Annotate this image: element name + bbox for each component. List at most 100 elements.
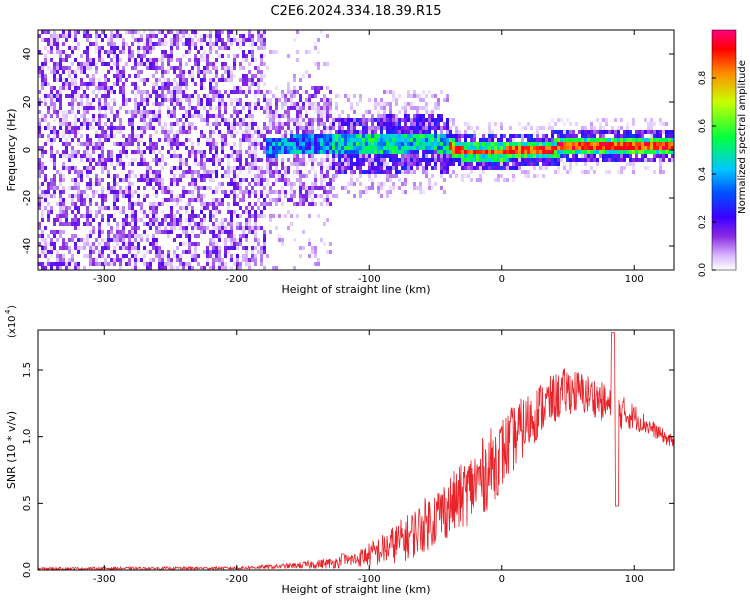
spectrogram-cell — [218, 46, 221, 50]
spectrogram-cell — [311, 198, 314, 202]
spectrogram-cell — [158, 162, 161, 166]
spectrogram-cell — [293, 194, 296, 198]
spectrogram-cell — [164, 126, 167, 130]
spectrogram-cell — [44, 226, 47, 230]
spectrogram-cell — [236, 258, 239, 262]
spectrogram-cell — [209, 138, 212, 142]
spectrogram-cell — [521, 134, 524, 138]
spectrogram-cell — [200, 54, 203, 58]
spectrogram-cell — [188, 170, 191, 174]
spectrogram-cell — [659, 134, 662, 138]
spectrogram-cell — [548, 138, 551, 142]
spectrogram-cell — [146, 170, 149, 174]
spectrogram-cell — [440, 130, 443, 134]
spectrogram-cell — [590, 158, 593, 162]
spectrogram-cell — [116, 130, 119, 134]
spectrogram-cell — [245, 122, 248, 126]
spectrogram-cell — [209, 150, 212, 154]
spectrogram-cell — [56, 134, 59, 138]
spectrogram-cell — [314, 158, 317, 162]
spectrogram-cell — [647, 130, 650, 134]
spectrogram-cell — [92, 106, 95, 110]
spectrogram-cell — [290, 162, 293, 166]
spectrogram-cell — [338, 142, 341, 146]
spectrogram-cell — [101, 38, 104, 42]
spectrogram-cell — [311, 162, 314, 166]
spectrogram-cell — [362, 146, 365, 150]
spectrogram-cell — [161, 230, 164, 234]
spectrogram-cell — [410, 126, 413, 130]
spectrogram-cell — [281, 114, 284, 118]
spectrogram-cell — [206, 98, 209, 102]
spectrogram-cell — [44, 250, 47, 254]
spectrogram-cell — [560, 130, 563, 134]
spectrogram-cell — [287, 150, 290, 154]
spectrogram-cell — [356, 162, 359, 166]
spectrogram-cell — [239, 150, 242, 154]
spectrogram-cell — [308, 254, 311, 258]
spectrogram-cell — [107, 154, 110, 158]
spectrogram-cell — [50, 42, 53, 46]
spectrogram-cell — [83, 266, 86, 270]
spectrogram-cell — [140, 54, 143, 58]
spectrogram-cell — [389, 190, 392, 194]
spectrogram-cell — [122, 166, 125, 170]
spectrogram-cell — [317, 122, 320, 126]
spectrogram-cell — [509, 142, 512, 146]
spectrogram-cell — [590, 146, 593, 150]
spectrogram-cell — [116, 74, 119, 78]
spectrogram-cell — [221, 98, 224, 102]
spectrogram-cell — [347, 98, 350, 102]
spectrogram-cell — [137, 186, 140, 190]
spectrogram-cell — [461, 174, 464, 178]
spectrogram-cell — [179, 254, 182, 258]
spectrogram-cell — [428, 142, 431, 146]
spectrogram-cell — [569, 162, 572, 166]
spectrogram-cell — [143, 82, 146, 86]
spectrogram-cell — [353, 162, 356, 166]
spectrogram-cell — [182, 30, 185, 34]
spectrogram-cell — [323, 222, 326, 226]
spectrogram-cell — [83, 50, 86, 54]
spectrogram-cell — [329, 90, 332, 94]
spectrogram-cell — [356, 138, 359, 142]
spectrogram-cell — [200, 130, 203, 134]
spectrogram-cell — [245, 226, 248, 230]
spectrogram-cell — [95, 262, 98, 266]
spectrogram-cell — [605, 122, 608, 126]
spectrogram-cell — [245, 158, 248, 162]
spectrogram-cell — [125, 78, 128, 82]
spectrogram-cell — [662, 130, 665, 134]
spectrogram-cell — [536, 154, 539, 158]
spectrogram-cell — [233, 62, 236, 66]
spectrogram-cell — [218, 182, 221, 186]
spectrogram-cell — [491, 146, 494, 150]
spectrogram-cell — [488, 146, 491, 150]
spectrogram-cell — [260, 78, 263, 82]
spectrogram-cell — [485, 162, 488, 166]
spectrogram-cell — [554, 138, 557, 142]
spectrogram-cell — [359, 142, 362, 146]
spectrogram-cell — [287, 170, 290, 174]
spectrogram-cell — [284, 130, 287, 134]
spectrogram-cell — [56, 66, 59, 70]
spectrogram-cell — [62, 162, 65, 166]
spectrogram-cell — [257, 106, 260, 110]
spectrogram-cell — [86, 46, 89, 50]
spectrogram-cell — [263, 82, 266, 86]
spectrogram-cell — [254, 178, 257, 182]
spectrogram-cell — [146, 50, 149, 54]
spectrogram-cell — [62, 174, 65, 178]
spectrogram-cell — [428, 118, 431, 122]
spectrogram-cell — [476, 146, 479, 150]
spectrogram-cell — [242, 118, 245, 122]
spectrogram-cell — [260, 30, 263, 34]
spectrogram-cell — [356, 134, 359, 138]
spectrogram-cell — [287, 226, 290, 230]
spectrogram-cell — [182, 42, 185, 46]
spectrogram-cell — [368, 158, 371, 162]
spectrogram-cell — [107, 218, 110, 222]
spectrogram-cell — [116, 78, 119, 82]
spectrogram-cell — [77, 182, 80, 186]
spectrogram-cell — [128, 118, 131, 122]
